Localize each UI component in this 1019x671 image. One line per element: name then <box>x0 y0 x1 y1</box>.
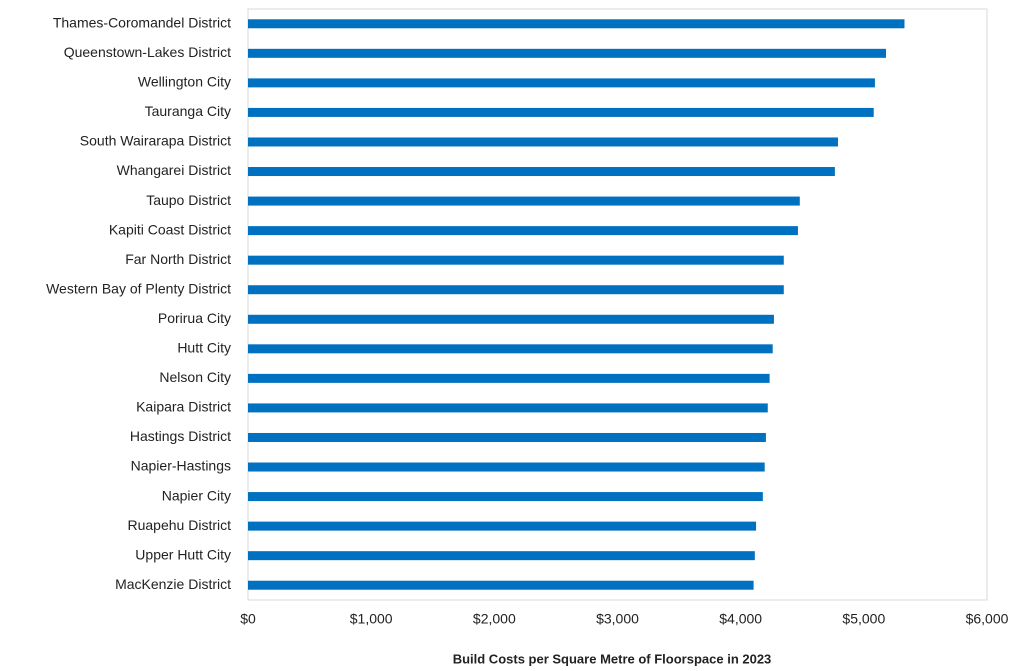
bar <box>248 255 784 265</box>
y-tick-label: MacKenzie District <box>115 576 231 592</box>
y-tick-label: Wellington City <box>138 74 231 90</box>
y-tick-label: Nelson City <box>159 369 231 385</box>
x-tick-label: $5,000 <box>842 611 885 627</box>
y-tick-label: Hutt City <box>177 340 231 356</box>
bar <box>248 344 773 354</box>
bar <box>248 551 755 561</box>
y-tick-label: Ruapehu District <box>128 517 232 533</box>
x-tick-label: $4,000 <box>719 611 762 627</box>
bar <box>248 196 800 206</box>
plot-frame <box>247 8 988 601</box>
bar <box>248 137 838 147</box>
y-tick-label: Porirua City <box>158 310 231 326</box>
bar <box>248 432 766 442</box>
y-tick-label: Queenstown-Lakes District <box>64 44 231 60</box>
bar <box>248 373 770 383</box>
bar <box>248 285 784 295</box>
x-tick-label: $3,000 <box>596 611 639 627</box>
bar <box>248 78 875 88</box>
y-tick-label: Tauranga City <box>145 103 231 119</box>
bar <box>248 226 798 236</box>
bar <box>248 403 768 413</box>
x-tick-label: $6,000 <box>966 611 1009 627</box>
bar <box>248 48 887 58</box>
bar <box>248 580 754 590</box>
bar <box>248 107 874 117</box>
bar <box>248 19 905 29</box>
y-tick-label: Kapiti Coast District <box>109 221 231 237</box>
x-tick-label: $1,000 <box>350 611 393 627</box>
bar <box>248 167 835 177</box>
y-tick-label: Upper Hutt City <box>135 546 231 562</box>
y-tick-label: Thames-Coromandel District <box>53 14 231 30</box>
bar <box>248 462 765 472</box>
y-tick-label: Whangarei District <box>117 162 231 178</box>
y-tick-label: Far North District <box>125 251 231 267</box>
x-axis-title: Build Costs per Square Metre of Floorspa… <box>453 651 772 666</box>
y-tick-label: South Wairarapa District <box>80 133 231 149</box>
y-tick-label: Hastings District <box>130 428 231 444</box>
x-tick-label: $2,000 <box>473 611 516 627</box>
y-tick-label: Taupo District <box>146 192 231 208</box>
bar <box>248 314 774 324</box>
x-tick-label: $0 <box>240 611 256 627</box>
y-tick-label: Kaipara District <box>136 399 231 415</box>
bar <box>248 492 763 502</box>
y-tick-label: Western Bay of Plenty District <box>46 280 231 296</box>
y-tick-label: Napier-Hastings <box>131 458 231 474</box>
bar <box>248 521 757 531</box>
y-tick-label: Napier City <box>162 487 231 503</box>
